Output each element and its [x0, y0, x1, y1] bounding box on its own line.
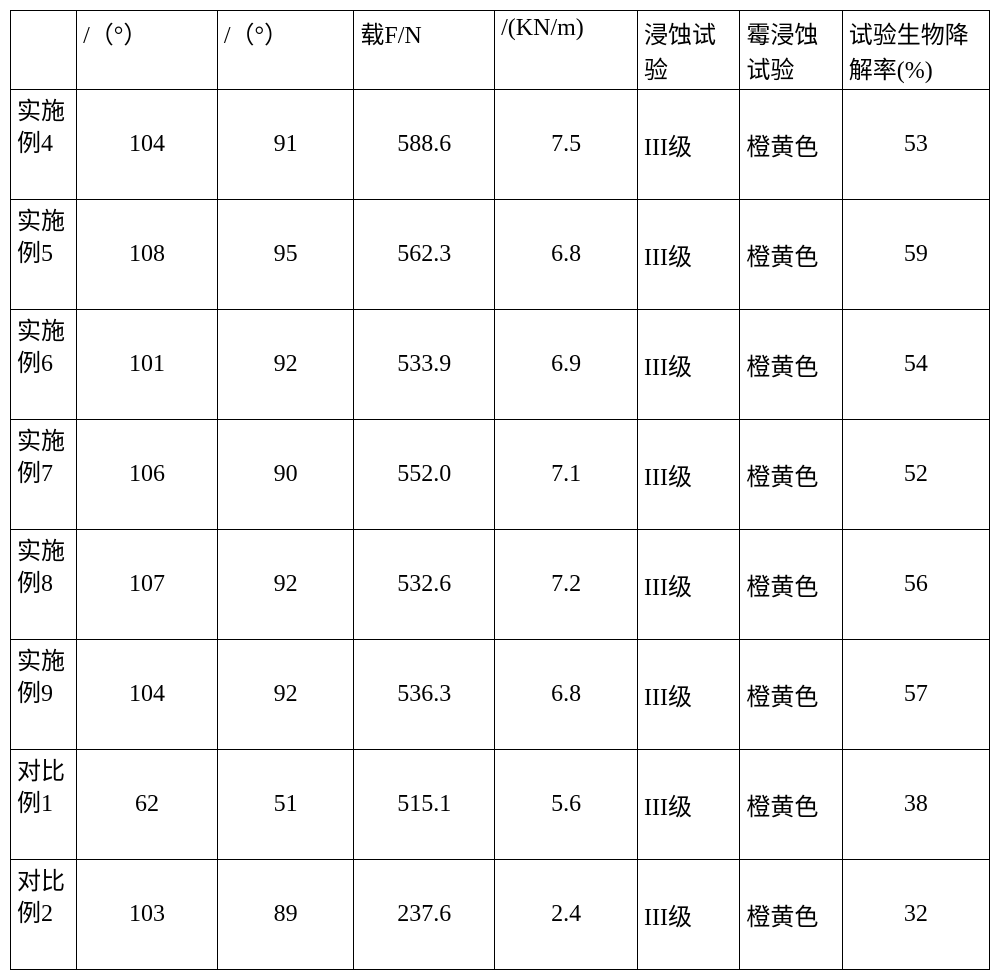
row-label: 实施例8 [11, 530, 77, 640]
header-test1: 浸蚀试验 [638, 11, 740, 90]
cell: III级 [638, 420, 740, 530]
cell: 橙黄色 [740, 310, 842, 420]
header-deg2: /（°） [217, 11, 354, 90]
cell: 104 [77, 90, 218, 200]
header-load: 载F/N [354, 11, 495, 90]
cell: 53 [842, 90, 989, 200]
cell: 51 [217, 750, 354, 860]
cell: III级 [638, 310, 740, 420]
table-row: 实施例710690552.07.1III级橙黄色52 [11, 420, 990, 530]
table-row: 实施例610192533.96.9III级橙黄色54 [11, 310, 990, 420]
row-label: 实施例6 [11, 310, 77, 420]
row-label: 实施例9 [11, 640, 77, 750]
header-knm: /(KN/m) [495, 11, 638, 90]
cell: 5.6 [495, 750, 638, 860]
cell: 92 [217, 530, 354, 640]
table-body: 实施例410491588.67.5III级橙黄色53实施例510895562.3… [11, 90, 990, 970]
table-row: 对比例210389237.62.4III级橙黄色32 [11, 860, 990, 970]
cell: 54 [842, 310, 989, 420]
cell: 101 [77, 310, 218, 420]
row-label: 实施例5 [11, 200, 77, 310]
cell: 106 [77, 420, 218, 530]
table-row: 对比例16251515.15.6III级橙黄色38 [11, 750, 990, 860]
cell: 橙黄色 [740, 420, 842, 530]
cell: 108 [77, 200, 218, 310]
cell: 562.3 [354, 200, 495, 310]
data-table: /（°） /（°） 载F/N /(KN/m) 浸蚀试验 霉浸蚀试验 试验生物降解… [10, 10, 990, 970]
cell: 62 [77, 750, 218, 860]
cell: 536.3 [354, 640, 495, 750]
cell: 103 [77, 860, 218, 970]
header-test2: 霉浸蚀试验 [740, 11, 842, 90]
cell: 91 [217, 90, 354, 200]
cell: 橙黄色 [740, 530, 842, 640]
cell: 橙黄色 [740, 640, 842, 750]
cell: 7.1 [495, 420, 638, 530]
cell: 92 [217, 640, 354, 750]
cell: 32 [842, 860, 989, 970]
cell: 532.6 [354, 530, 495, 640]
cell: 52 [842, 420, 989, 530]
cell: 90 [217, 420, 354, 530]
table-row: 实施例910492536.36.8III级橙黄色57 [11, 640, 990, 750]
cell: 橙黄色 [740, 200, 842, 310]
cell: 237.6 [354, 860, 495, 970]
header-rate: 试验生物降解率(%) [842, 11, 989, 90]
cell: 橙黄色 [740, 90, 842, 200]
cell: 92 [217, 310, 354, 420]
cell: 6.8 [495, 640, 638, 750]
row-label: 对比例2 [11, 860, 77, 970]
cell: III级 [638, 640, 740, 750]
table-row: 实施例510895562.36.8III级橙黄色59 [11, 200, 990, 310]
cell: 2.4 [495, 860, 638, 970]
table-row: 实施例810792532.67.2III级橙黄色56 [11, 530, 990, 640]
row-label: 实施例4 [11, 90, 77, 200]
cell: 7.5 [495, 90, 638, 200]
cell: 38 [842, 750, 989, 860]
cell: 95 [217, 200, 354, 310]
cell: 橙黄色 [740, 750, 842, 860]
cell: 104 [77, 640, 218, 750]
cell: III级 [638, 530, 740, 640]
cell: 6.8 [495, 200, 638, 310]
cell: III级 [638, 90, 740, 200]
cell: 6.9 [495, 310, 638, 420]
cell: 7.2 [495, 530, 638, 640]
header-label [11, 11, 77, 90]
row-label: 实施例7 [11, 420, 77, 530]
header-deg1: /（°） [77, 11, 218, 90]
row-label: 对比例1 [11, 750, 77, 860]
cell: 107 [77, 530, 218, 640]
cell: 588.6 [354, 90, 495, 200]
cell: III级 [638, 750, 740, 860]
table-row: 实施例410491588.67.5III级橙黄色53 [11, 90, 990, 200]
cell: 515.1 [354, 750, 495, 860]
header-row: /（°） /（°） 载F/N /(KN/m) 浸蚀试验 霉浸蚀试验 试验生物降解… [11, 11, 990, 90]
cell: 89 [217, 860, 354, 970]
cell: 橙黄色 [740, 860, 842, 970]
cell: 57 [842, 640, 989, 750]
cell: III级 [638, 860, 740, 970]
cell: 533.9 [354, 310, 495, 420]
cell: 552.0 [354, 420, 495, 530]
cell: 59 [842, 200, 989, 310]
cell: III级 [638, 200, 740, 310]
cell: 56 [842, 530, 989, 640]
